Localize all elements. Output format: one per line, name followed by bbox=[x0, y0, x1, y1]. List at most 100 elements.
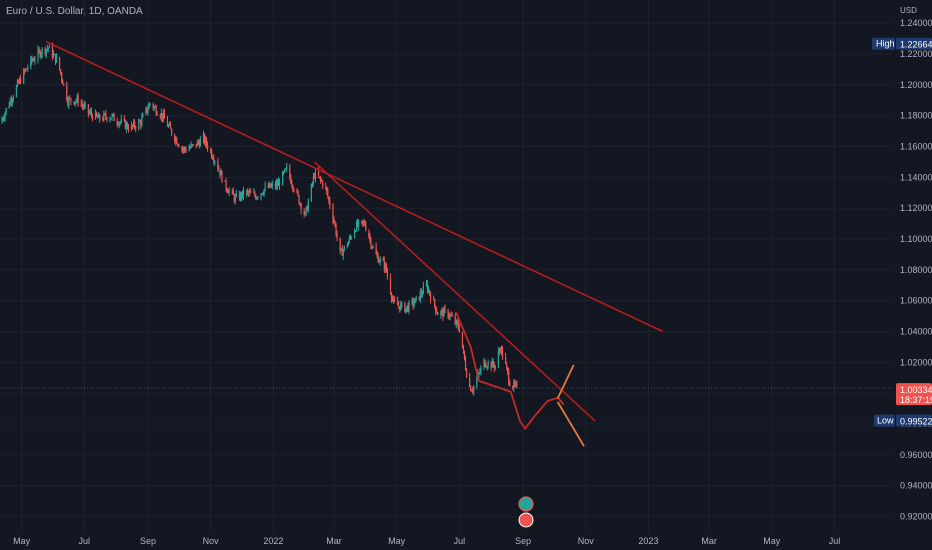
candle-body bbox=[422, 286, 424, 294]
candle-body bbox=[336, 234, 338, 238]
candle-body bbox=[5, 108, 7, 113]
candle-body bbox=[16, 81, 19, 87]
candle-body bbox=[305, 206, 307, 213]
candle-body bbox=[123, 118, 125, 121]
candle-body bbox=[463, 350, 466, 360]
low-badge bbox=[896, 414, 932, 427]
candle-body bbox=[307, 201, 309, 211]
candle-body bbox=[283, 172, 285, 174]
candle-body bbox=[218, 169, 220, 171]
candle-body bbox=[269, 183, 271, 188]
candle-body bbox=[257, 197, 259, 199]
candle-body bbox=[104, 113, 106, 115]
lower-trendline[interactable] bbox=[313, 161, 596, 422]
candle-body bbox=[357, 222, 359, 227]
candle-body bbox=[415, 296, 417, 299]
candle-body bbox=[401, 302, 403, 304]
candle-body bbox=[250, 191, 252, 193]
candle-body bbox=[327, 191, 329, 197]
candle-body bbox=[185, 149, 187, 151]
candle-body bbox=[10, 99, 12, 103]
candle-body bbox=[34, 59, 36, 61]
candle-body bbox=[342, 250, 344, 256]
x-tick-label: 2023 bbox=[638, 536, 658, 546]
candle-body bbox=[68, 98, 70, 105]
candle-body bbox=[469, 377, 471, 387]
candle-body bbox=[264, 185, 266, 190]
x-tick-label: Nov bbox=[203, 536, 220, 546]
candle-body bbox=[40, 53, 42, 57]
candle-body bbox=[139, 120, 141, 122]
candle-body bbox=[260, 193, 262, 198]
candle-body bbox=[377, 255, 379, 263]
candle-body bbox=[456, 320, 458, 324]
candle-body bbox=[513, 382, 515, 389]
projection-arrow[interactable] bbox=[557, 364, 575, 399]
candle-body bbox=[289, 166, 291, 178]
projection-path[interactable] bbox=[455, 312, 565, 430]
upper-trendline[interactable] bbox=[45, 40, 664, 333]
dividend-icon[interactable] bbox=[518, 512, 534, 528]
candle-body bbox=[167, 125, 170, 127]
candle-body bbox=[400, 303, 402, 311]
candle-body bbox=[414, 298, 416, 303]
projection-down[interactable] bbox=[557, 401, 585, 447]
candle-body bbox=[169, 124, 172, 129]
candle-body bbox=[203, 134, 206, 144]
price-badge bbox=[896, 383, 932, 406]
low-badge-text: 0.99522 bbox=[900, 417, 932, 427]
candle-body bbox=[372, 246, 374, 248]
candle-body bbox=[341, 248, 343, 256]
candle-body bbox=[66, 83, 68, 100]
candle-body bbox=[2, 118, 4, 120]
candle-body bbox=[69, 98, 71, 100]
y-tick-label: 1.16000 bbox=[900, 141, 932, 151]
candle-body bbox=[391, 298, 394, 300]
candle-body bbox=[162, 112, 164, 119]
candle-body bbox=[378, 261, 380, 263]
candle-body bbox=[411, 300, 413, 302]
candle-body bbox=[306, 206, 308, 211]
candle-body bbox=[80, 103, 82, 105]
candle-body bbox=[141, 117, 143, 126]
candle-body bbox=[476, 378, 478, 387]
candle-body bbox=[322, 181, 324, 187]
candle-body bbox=[33, 59, 35, 61]
candle-body bbox=[335, 225, 337, 235]
candle-body bbox=[214, 161, 216, 163]
candle-body bbox=[145, 107, 147, 115]
candle-body bbox=[204, 138, 207, 144]
candle-body bbox=[350, 237, 353, 239]
candle-body bbox=[59, 57, 61, 70]
candle-body bbox=[163, 112, 166, 119]
candle-body bbox=[47, 48, 49, 50]
candle-body bbox=[293, 189, 295, 191]
candle-body bbox=[443, 308, 445, 317]
candle-body bbox=[24, 70, 26, 72]
candle-body bbox=[228, 190, 230, 193]
candle-body bbox=[110, 118, 112, 120]
candle-body bbox=[412, 300, 414, 306]
candle-body bbox=[233, 194, 235, 201]
candle-body bbox=[471, 390, 473, 392]
candle-body bbox=[419, 292, 421, 300]
candle-body bbox=[183, 147, 185, 150]
candle-body bbox=[455, 320, 457, 324]
flag-icon[interactable] bbox=[518, 496, 534, 512]
candle-body bbox=[31, 57, 33, 61]
candle-body bbox=[4, 112, 6, 119]
y-tick-label: 1.10000 bbox=[900, 234, 932, 244]
candle-body bbox=[383, 260, 385, 270]
candle-body bbox=[62, 79, 64, 85]
candle-body bbox=[370, 238, 372, 247]
candle-body bbox=[124, 120, 126, 129]
candle-body bbox=[436, 311, 438, 313]
candle-body bbox=[398, 305, 400, 307]
y-tick-label: 1.08000 bbox=[900, 265, 932, 275]
candle-body bbox=[340, 248, 342, 251]
candle-body bbox=[116, 121, 118, 124]
candle-body bbox=[178, 145, 180, 147]
candle-body bbox=[268, 183, 270, 188]
candle-body bbox=[311, 183, 314, 185]
